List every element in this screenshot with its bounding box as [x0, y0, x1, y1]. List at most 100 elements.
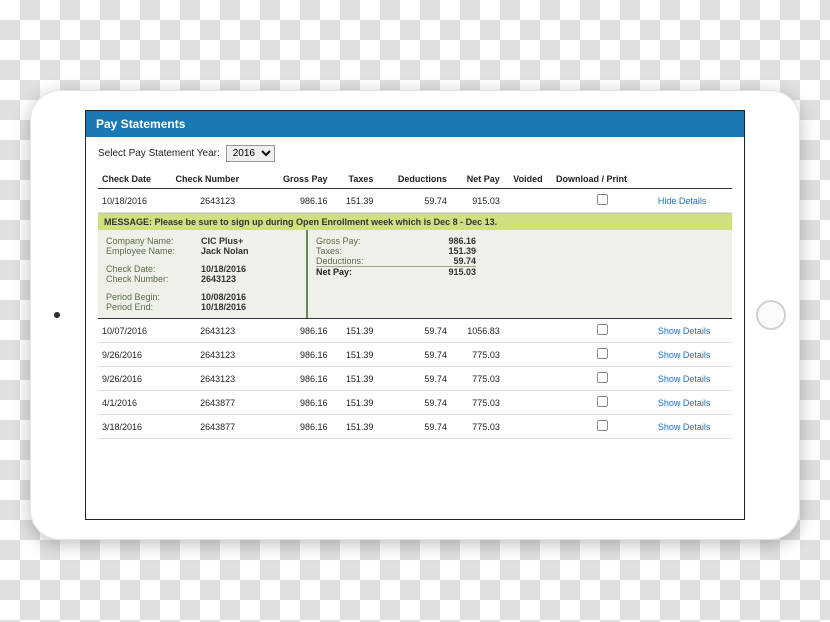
- download-checkbox[interactable]: [597, 348, 608, 359]
- cell-net: 1056.83: [451, 319, 504, 343]
- cell-toggle: Show Details: [654, 343, 732, 367]
- cell-check-number: 2643123: [172, 343, 264, 367]
- cell-check-number: 2643877: [172, 391, 264, 415]
- checkdate-label: Check Date:: [106, 264, 201, 274]
- download-checkbox[interactable]: [597, 420, 608, 431]
- year-select[interactable]: 2016: [226, 145, 275, 162]
- company-label: Company Name:: [106, 236, 201, 246]
- cell-net: 775.03: [451, 415, 504, 439]
- cell-toggle: Show Details: [654, 319, 732, 343]
- table-row: 10/07/20162643123986.16151.3959.741056.8…: [98, 319, 732, 343]
- period-begin-label: Period Begin:: [106, 292, 201, 302]
- show-details-link[interactable]: Show Details: [658, 374, 711, 384]
- table-row: 3/18/20162643877986.16151.3959.74775.03 S…: [98, 415, 732, 439]
- cell-net: 775.03: [451, 367, 504, 391]
- taxes-value: 151.39: [396, 246, 476, 256]
- cell-ded: 59.74: [377, 319, 451, 343]
- gross-value: 986.16: [396, 236, 476, 246]
- download-checkbox[interactable]: [597, 372, 608, 383]
- gross-label: Gross Pay:: [316, 236, 396, 246]
- download-checkbox[interactable]: [597, 194, 608, 205]
- col-taxes: Taxes: [332, 170, 378, 189]
- table-row: 4/1/20162643877986.16151.3959.74775.03 Sh…: [98, 391, 732, 415]
- cell-gross: 986.16: [264, 391, 332, 415]
- cell-ded: 59.74: [377, 367, 451, 391]
- year-selector-row: Select Pay Statement Year: 2016: [86, 137, 744, 170]
- detail-right-col: Gross Pay:986.16 Taxes:151.39 Deductions…: [308, 230, 484, 318]
- period-begin-value: 10/08/2016: [201, 292, 281, 302]
- year-label: Select Pay Statement Year:: [98, 148, 220, 159]
- app-screen: Pay Statements Select Pay Statement Year…: [85, 110, 745, 520]
- cell-ded: 59.74: [377, 391, 451, 415]
- camera-dot: [54, 312, 60, 318]
- cell-download: [552, 319, 654, 343]
- ded-value: 59.74: [396, 256, 476, 266]
- cell-download: [552, 367, 654, 391]
- checkdate-value: 10/18/2016: [201, 264, 281, 274]
- cell-voided: [504, 189, 552, 213]
- col-check-number: Check Number: [172, 170, 264, 189]
- cell-net: 775.03: [451, 391, 504, 415]
- cell-check-date: 10/07/2016: [98, 319, 172, 343]
- detail-left-col: Company Name:CIC Plus+ Employee Name:Jac…: [98, 230, 308, 318]
- period-end-label: Period End:: [106, 302, 201, 312]
- cell-check-date: 10/18/2016: [98, 189, 172, 213]
- cell-ded: 59.74: [377, 415, 451, 439]
- cell-toggle: Hide Details: [654, 189, 732, 213]
- download-checkbox[interactable]: [597, 396, 608, 407]
- col-deductions: Deductions: [377, 170, 451, 189]
- show-details-link[interactable]: Show Details: [658, 398, 711, 408]
- cell-taxes: 151.39: [332, 367, 378, 391]
- cell-gross: 986.16: [264, 189, 332, 213]
- home-button[interactable]: [756, 300, 786, 330]
- col-voided: Voided: [504, 170, 552, 189]
- cell-check-number: 2643877: [172, 415, 264, 439]
- employee-label: Employee Name:: [106, 246, 201, 256]
- cell-taxes: 151.39: [332, 319, 378, 343]
- cell-check-number: 2643123: [172, 319, 264, 343]
- cell-download: [552, 415, 654, 439]
- cell-ded: 59.74: [377, 343, 451, 367]
- checknum-value: 2643123: [201, 274, 281, 284]
- cell-taxes: 151.39: [332, 391, 378, 415]
- cell-voided: [504, 367, 552, 391]
- net-label: Net Pay:: [316, 267, 396, 277]
- cell-net: 915.03: [451, 189, 504, 213]
- col-gross-pay: Gross Pay: [264, 170, 332, 189]
- col-actions: [654, 170, 732, 189]
- cell-voided: [504, 319, 552, 343]
- cell-toggle: Show Details: [654, 367, 732, 391]
- cell-check-date: 3/18/2016: [98, 415, 172, 439]
- cell-check-number: 2643123: [172, 189, 264, 213]
- show-details-link[interactable]: Show Details: [658, 422, 711, 432]
- hide-details-link[interactable]: Hide Details: [658, 196, 707, 206]
- cell-taxes: 151.39: [332, 343, 378, 367]
- cell-download: [552, 343, 654, 367]
- cell-taxes: 151.39: [332, 415, 378, 439]
- col-net-pay: Net Pay: [451, 170, 504, 189]
- cell-toggle: Show Details: [654, 415, 732, 439]
- cell-taxes: 151.39: [332, 189, 378, 213]
- cell-download: [552, 391, 654, 415]
- period-end-value: 10/18/2016: [201, 302, 281, 312]
- cell-check-date: 9/26/2016: [98, 367, 172, 391]
- cell-download: [552, 189, 654, 213]
- cell-gross: 986.16: [264, 319, 332, 343]
- cell-gross: 986.16: [264, 415, 332, 439]
- table-row: 9/26/20162643123986.16151.3959.74775.03S…: [98, 343, 732, 367]
- show-details-link[interactable]: Show Details: [658, 350, 711, 360]
- cell-gross: 986.16: [264, 367, 332, 391]
- tablet-frame: Pay Statements Select Pay Statement Year…: [30, 90, 800, 540]
- show-details-link[interactable]: Show Details: [658, 326, 711, 336]
- cell-check-number: 2643123: [172, 367, 264, 391]
- cell-toggle: Show Details: [654, 391, 732, 415]
- table-header-row: Check Date Check Number Gross Pay Taxes …: [98, 170, 732, 189]
- cell-ded: 59.74: [377, 189, 451, 213]
- cell-check-date: 9/26/2016: [98, 343, 172, 367]
- cell-gross: 986.16: [264, 343, 332, 367]
- download-checkbox[interactable]: [597, 324, 608, 335]
- net-value: 915.03: [396, 267, 476, 277]
- detail-message: MESSAGE: Please be sure to sign up durin…: [98, 214, 732, 230]
- cell-check-date: 4/1/2016: [98, 391, 172, 415]
- col-download: Download / Print: [552, 170, 654, 189]
